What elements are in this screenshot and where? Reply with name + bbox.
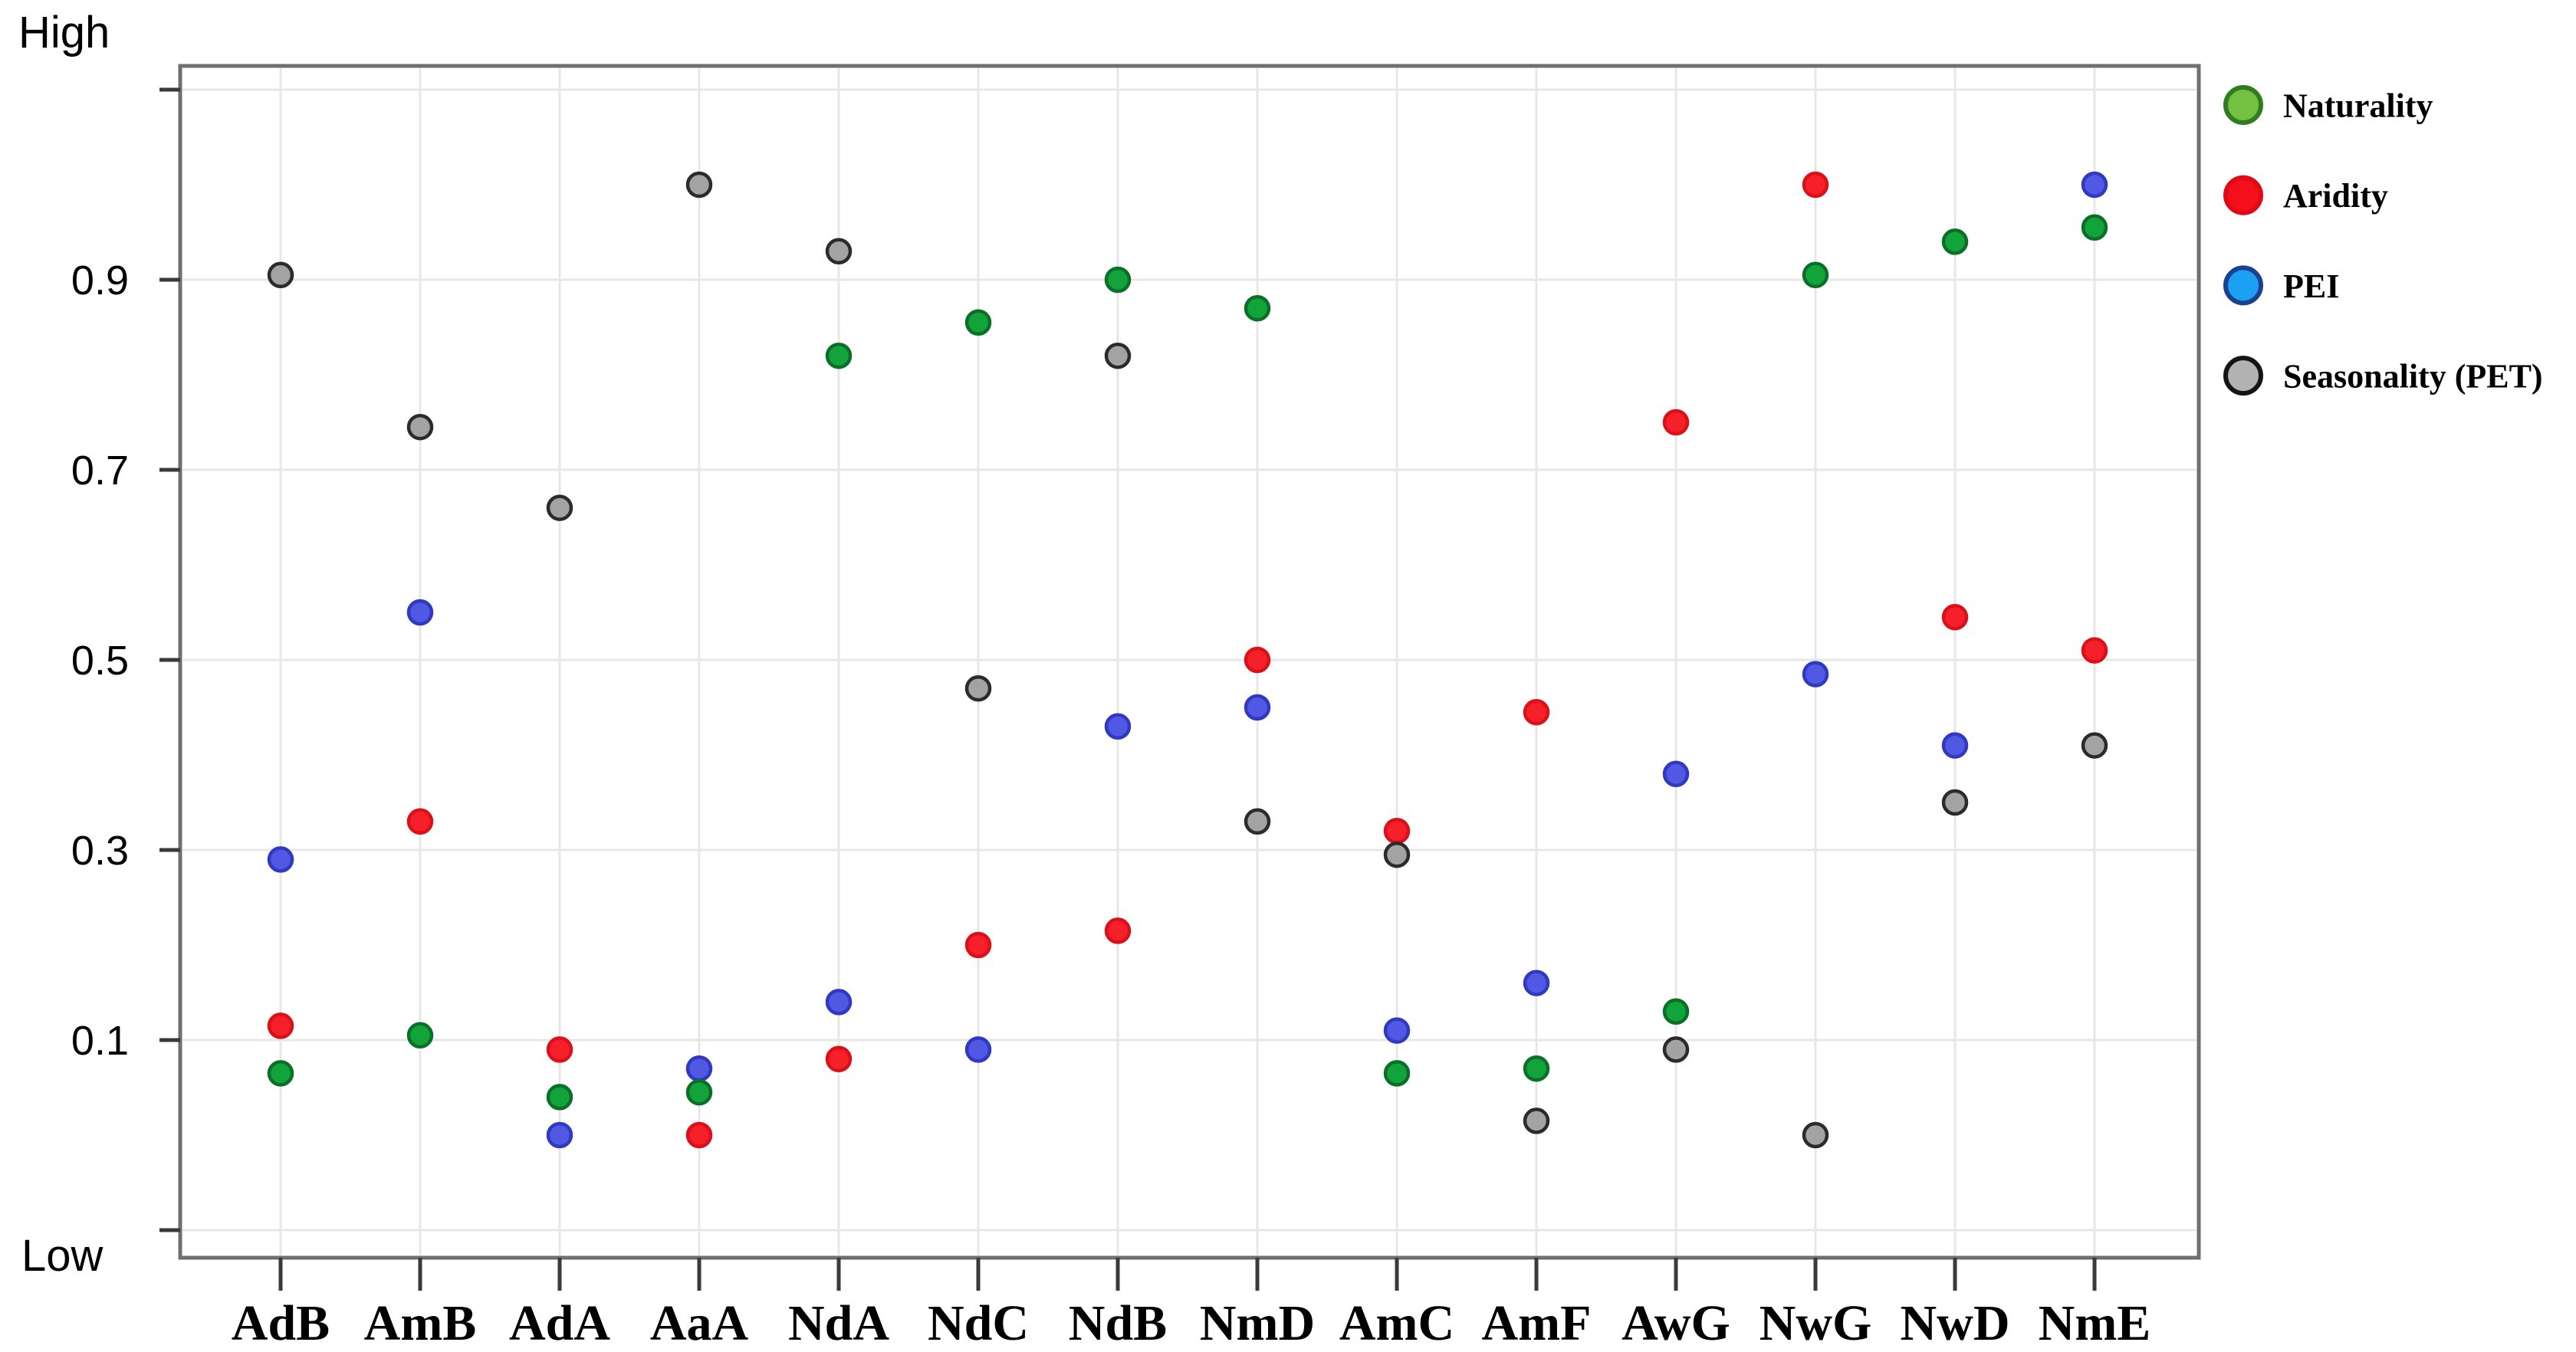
legend-marker-pei [2223, 265, 2263, 306]
data-point-aridity-NmD [1244, 646, 1271, 674]
data-point-pei-AdB [267, 846, 294, 873]
x-category-label: AmF [1482, 1295, 1592, 1351]
data-point-naturality-NdC [964, 309, 992, 336]
data-point-naturality-NdA [825, 342, 853, 369]
data-point-pei-AmF [1523, 970, 1550, 996]
data-point-seasonality-pet-NwD [1941, 789, 1969, 816]
x-category-label: NdA [788, 1295, 889, 1351]
legend-label: Naturality [2283, 87, 2433, 124]
data-point-naturality-NdB [1104, 266, 1132, 294]
x-category-label: NdC [928, 1295, 1029, 1351]
y-tick-label: 0.9 [71, 258, 129, 304]
data-point-seasonality-pet-AmF [1523, 1108, 1550, 1134]
data-point-pei-NdB [1104, 713, 1132, 740]
legend-marker-naturality [2223, 85, 2263, 125]
x-category-label: NwG [1760, 1295, 1872, 1351]
data-point-seasonality-pet-NdB [1104, 342, 1132, 369]
data-point-naturality-NwD [1941, 228, 1969, 255]
data-point-naturality-AmC [1383, 1060, 1411, 1087]
x-category-label: AaA [650, 1295, 749, 1351]
data-point-seasonality-pet-NmE [2081, 732, 2108, 759]
legend-marker-aridity [2223, 175, 2263, 215]
y-tick-label: 0.1 [71, 1018, 129, 1064]
data-point-seasonality-pet-AwG [1662, 1036, 1690, 1063]
data-point-naturality-AwG [1662, 998, 1690, 1025]
legend-label: Seasonality (PET) [2283, 358, 2543, 395]
x-category-label: NwD [1901, 1295, 2010, 1351]
data-point-aridity-NwD [1941, 603, 1969, 631]
x-category-label: AdA [509, 1295, 610, 1351]
data-point-seasonality-pet-AaA [685, 171, 713, 199]
data-point-naturality-AmF [1523, 1055, 1550, 1082]
data-point-aridity-AdA [546, 1036, 573, 1063]
x-category-label: AdB [232, 1295, 330, 1351]
data-point-seasonality-pet-NwG [1802, 1121, 1829, 1149]
data-point-pei-NmD [1244, 694, 1271, 721]
x-category-label: AmC [1339, 1295, 1454, 1351]
x-category-label: AmB [364, 1295, 477, 1351]
data-point-seasonality-pet-AdB [267, 261, 294, 289]
data-point-seasonality-pet-NmD [1244, 808, 1271, 835]
legend-label: Aridity [2283, 177, 2388, 215]
data-point-aridity-NdC [964, 931, 992, 959]
data-point-naturality-AaA [685, 1078, 713, 1106]
data-point-aridity-NdB [1104, 917, 1132, 944]
data-point-pei-AmC [1383, 1017, 1411, 1044]
data-point-naturality-AmB [406, 1022, 434, 1049]
x-category-label: NmD [1200, 1295, 1315, 1351]
y-tick-label: 0.5 [71, 638, 129, 684]
data-point-aridity-AmB [406, 808, 434, 835]
data-point-seasonality-pet-NdC [964, 674, 992, 702]
y-axis-low-label: Low [21, 1231, 104, 1281]
data-point-seasonality-pet-NdA [825, 238, 853, 265]
data-point-pei-NmE [2081, 171, 2108, 199]
data-point-naturality-NmE [2081, 214, 2108, 241]
data-point-naturality-NmD [1244, 294, 1271, 322]
data-point-naturality-AdB [267, 1060, 294, 1087]
x-category-label: NdB [1069, 1295, 1167, 1351]
data-point-aridity-AwG [1662, 409, 1690, 436]
data-point-pei-NwD [1941, 732, 1969, 759]
data-point-seasonality-pet-AmB [406, 413, 434, 441]
data-point-pei-AwG [1662, 760, 1690, 788]
data-point-pei-AaA [685, 1055, 713, 1082]
data-point-aridity-NdA [825, 1045, 853, 1073]
data-point-seasonality-pet-AmC [1383, 841, 1411, 868]
data-point-aridity-AdB [267, 1012, 294, 1039]
data-point-aridity-AaA [685, 1121, 713, 1149]
data-point-naturality-AdA [546, 1084, 573, 1111]
data-point-pei-NdC [964, 1036, 992, 1063]
data-point-naturality-NwG [1802, 261, 1829, 289]
legend-marker-seasonality-pet [2223, 356, 2263, 396]
data-point-aridity-NmE [2081, 637, 2108, 664]
y-tick-label: 0.7 [71, 448, 129, 494]
data-point-pei-AdA [546, 1121, 573, 1149]
y-tick-label: 0.3 [71, 828, 129, 874]
plot-area-border [178, 64, 2201, 1260]
data-point-aridity-AmC [1383, 817, 1411, 845]
data-point-aridity-NwG [1802, 171, 1829, 199]
data-point-aridity-AmF [1523, 698, 1550, 726]
data-point-pei-AmB [406, 599, 434, 626]
y-axis-high-label: High [18, 8, 110, 57]
legend-label: PEI [2283, 267, 2339, 305]
data-point-seasonality-pet-AdA [546, 494, 573, 521]
data-point-pei-NwG [1802, 661, 1829, 687]
data-point-pei-NdA [825, 989, 853, 1016]
x-category-label: AwG [1622, 1295, 1730, 1351]
x-category-label: NmE [2039, 1295, 2151, 1351]
